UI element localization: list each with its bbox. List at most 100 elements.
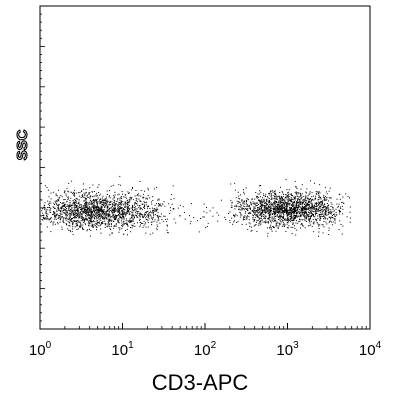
data-point (125, 218, 127, 220)
data-point (300, 215, 301, 217)
data-point (305, 212, 307, 214)
data-point (317, 210, 319, 212)
data-point (334, 216, 336, 217)
data-point (274, 193, 276, 195)
data-point (317, 223, 319, 225)
data-point (314, 214, 316, 216)
data-point (193, 217, 195, 219)
data-point (89, 218, 91, 220)
data-point (305, 196, 307, 198)
data-point (250, 213, 252, 214)
data-point (258, 212, 260, 214)
data-point (301, 202, 303, 204)
data-point (115, 210, 117, 212)
data-point (159, 222, 161, 224)
data-point (81, 206, 82, 208)
data-point (126, 212, 128, 214)
data-point (102, 221, 104, 223)
data-point (73, 211, 75, 213)
data-point (126, 197, 127, 199)
data-point (324, 204, 326, 205)
data-point (132, 216, 134, 218)
data-point (79, 217, 81, 219)
data-point (49, 211, 51, 213)
data-point (80, 217, 82, 219)
data-point (142, 196, 144, 198)
data-point (253, 207, 255, 209)
data-point (320, 215, 322, 217)
data-point (81, 219, 83, 221)
data-point (261, 201, 263, 203)
data-point (265, 221, 267, 223)
data-point (295, 186, 297, 188)
data-point (48, 209, 50, 211)
data-point (300, 201, 302, 203)
data-point (72, 224, 73, 226)
data-point (254, 224, 256, 226)
data-point (112, 208, 114, 210)
data-point (318, 204, 320, 206)
data-point (260, 199, 262, 201)
data-point (318, 194, 320, 196)
data-point (296, 205, 298, 207)
data-point (67, 213, 69, 215)
data-point (100, 209, 102, 211)
data-point (103, 217, 105, 219)
data-point (284, 211, 286, 213)
data-point (57, 199, 59, 201)
data-point (270, 202, 272, 204)
data-point (300, 212, 302, 214)
data-point (267, 218, 269, 220)
data-point (158, 219, 160, 221)
data-point (268, 217, 269, 219)
data-point (290, 215, 292, 217)
data-point (89, 215, 91, 217)
data-point (97, 215, 99, 217)
data-point (98, 219, 100, 221)
data-point (259, 217, 261, 219)
data-point (153, 212, 154, 213)
data-point (89, 214, 91, 216)
data-point (118, 215, 120, 217)
data-point (59, 213, 61, 215)
data-point (296, 220, 297, 222)
data-point (63, 192, 65, 194)
data-point (121, 210, 123, 212)
data-point (120, 200, 122, 202)
data-point (270, 219, 272, 221)
data-point (279, 214, 281, 216)
data-point (270, 198, 272, 200)
data-point (112, 216, 114, 218)
data-point (83, 217, 85, 219)
data-point (72, 203, 74, 205)
data-point (73, 216, 75, 218)
data-point (275, 205, 277, 207)
data-point (295, 234, 297, 236)
data-point (286, 205, 288, 207)
data-point (118, 212, 120, 214)
data-point (340, 224, 342, 225)
data-point (84, 208, 86, 210)
data-point (313, 208, 315, 210)
data-point (280, 220, 281, 222)
data-point (274, 218, 276, 220)
data-point (130, 198, 132, 200)
data-point (307, 207, 309, 209)
data-point (255, 221, 257, 223)
data-point (307, 216, 309, 218)
data-point (298, 212, 300, 214)
data-point (146, 197, 148, 199)
data-point (127, 210, 129, 211)
data-point (61, 217, 63, 219)
data-point (284, 201, 286, 203)
data-point (98, 192, 100, 193)
data-point (317, 209, 319, 211)
data-point (262, 202, 264, 203)
data-point (58, 208, 60, 210)
data-point (107, 216, 109, 218)
data-point (109, 226, 111, 227)
data-point (121, 206, 123, 208)
data-point (51, 220, 53, 222)
data-point (318, 235, 319, 237)
data-point (71, 204, 73, 206)
